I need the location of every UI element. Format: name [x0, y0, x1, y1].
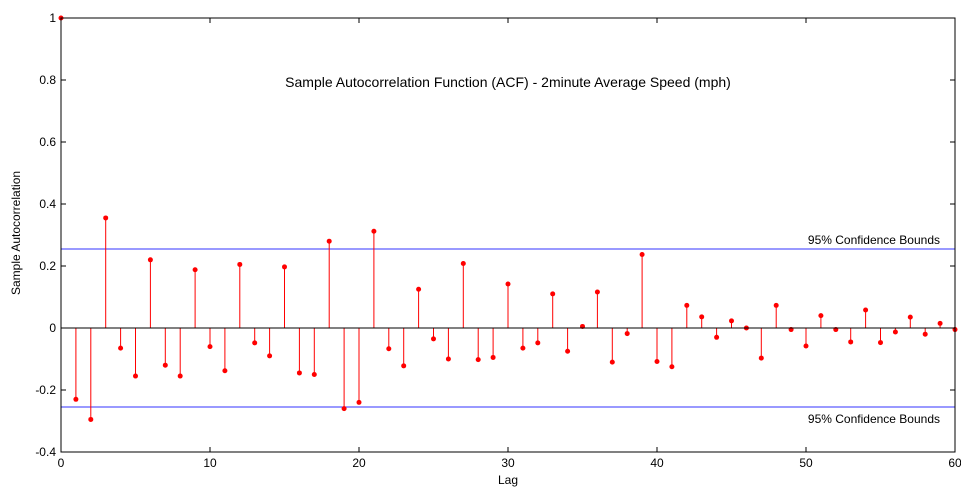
acf-point	[654, 358, 660, 364]
acf-point	[401, 363, 407, 369]
acf-point	[505, 281, 511, 287]
acf-point	[490, 354, 496, 360]
y-tick-label: 1	[49, 11, 56, 25]
acf-point	[326, 238, 332, 244]
y-tick-label: 0.2	[39, 259, 56, 273]
acf-point	[937, 320, 943, 326]
acf-point	[460, 261, 466, 267]
x-tick-label: 40	[650, 456, 664, 470]
y-tick-label: 0.8	[39, 73, 56, 87]
acf-point	[88, 416, 94, 422]
acf-point	[445, 356, 451, 362]
acf-point	[699, 314, 705, 320]
acf-point	[267, 353, 273, 359]
acf-point	[624, 331, 630, 337]
lower-bound-label: 95% Confidence Bounds	[808, 412, 940, 426]
upper-bound-label: 95% Confidence Bounds	[808, 233, 940, 247]
acf-point	[177, 373, 183, 379]
acf-point	[371, 228, 377, 234]
y-axis-label: Sample Autocorrelation	[9, 171, 23, 295]
acf-point	[311, 372, 317, 377]
acf-point	[922, 331, 928, 337]
acf-point	[535, 340, 541, 346]
acf-point	[118, 345, 124, 351]
x-tick-label: 10	[203, 456, 217, 470]
acf-point	[803, 343, 809, 349]
acf-point	[565, 348, 571, 354]
y-tick-label: -0.4	[35, 445, 56, 459]
acf-point	[669, 364, 675, 370]
acf-point	[684, 302, 690, 308]
acf-point	[773, 302, 779, 308]
acf-point	[863, 307, 869, 313]
acf-point	[714, 334, 720, 340]
acf-point	[892, 329, 898, 335]
acf-point	[207, 344, 213, 350]
acf-point	[475, 357, 481, 363]
acf-point	[103, 215, 109, 221]
acf-point	[878, 340, 883, 346]
acf-point	[386, 346, 392, 352]
acf-point	[296, 370, 302, 376]
acf-point	[133, 373, 138, 379]
y-tick-label: 0	[49, 321, 56, 335]
acf-point	[147, 257, 153, 263]
acf-point	[192, 267, 198, 273]
acf-point	[222, 368, 228, 374]
x-tick-label: 0	[58, 456, 65, 470]
acf-point	[282, 264, 287, 270]
acf-point	[729, 318, 734, 324]
acf-point	[848, 339, 854, 345]
x-tick-label: 60	[948, 456, 961, 470]
acf-point	[639, 252, 645, 258]
y-tick-label: -0.2	[35, 383, 56, 397]
acf-point	[162, 362, 168, 368]
acf-point	[818, 313, 824, 319]
acf-point	[758, 355, 764, 361]
acf-point	[609, 359, 615, 365]
acf-point	[907, 314, 913, 320]
chart-title: Sample Autocorrelation Function (ACF) - …	[285, 74, 731, 90]
acf-point	[356, 399, 362, 405]
x-axis-label: Lag	[498, 473, 518, 487]
acf-point	[252, 340, 258, 346]
acf-point	[73, 396, 79, 402]
acf-point	[594, 289, 600, 295]
x-tick-label: 20	[352, 456, 366, 470]
acf-point	[550, 291, 556, 297]
acf-point	[520, 345, 526, 351]
acf-point	[416, 286, 422, 292]
x-tick-label: 50	[799, 456, 813, 470]
acf-point	[341, 406, 347, 412]
y-tick-label: 0.6	[39, 135, 56, 149]
x-tick-label: 30	[501, 456, 515, 470]
acf-point	[237, 261, 243, 267]
y-tick-label: 0.4	[39, 197, 56, 211]
acf-point	[431, 336, 436, 342]
